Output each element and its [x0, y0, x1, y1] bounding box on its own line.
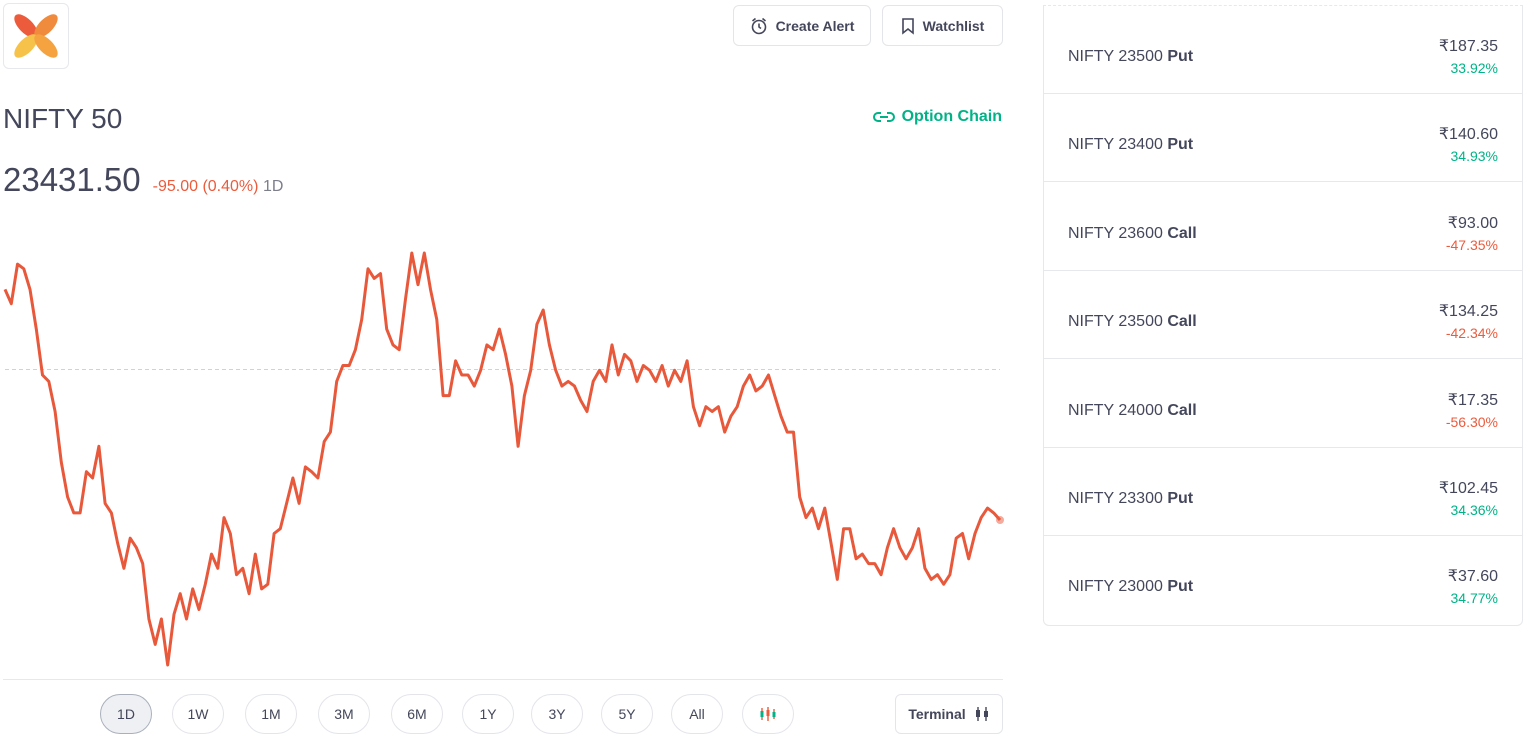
- option-price: ₹17.35: [1447, 391, 1498, 409]
- option-change: 34.93%: [1450, 148, 1498, 165]
- option-strike: NIFTY 24000: [1068, 401, 1163, 419]
- option-chain-link[interactable]: Option Chain: [872, 108, 1002, 126]
- last-point: [996, 516, 1004, 525]
- price-row: 23431.50 -95.00 (0.40%) 1D: [3, 161, 283, 199]
- option-strike: NIFTY 23400: [1068, 136, 1163, 154]
- candle-toggle[interactable]: [742, 694, 794, 734]
- logo-icon: [14, 14, 58, 58]
- option-change: 34.36%: [1450, 502, 1498, 518]
- option-kind: Put: [1167, 490, 1194, 507]
- option-name: NIFTY 23500 Call: [1068, 313, 1197, 331]
- bookmark-icon: [901, 17, 914, 35]
- option-kind: Put: [1167, 136, 1194, 154]
- option-price: ₹93.00: [1447, 214, 1498, 232]
- price-change: -95.00 (0.40%) 1D: [153, 178, 284, 196]
- option-row[interactable]: NIFTY 23500 Put ₹187.35 33.92%: [1044, 6, 1522, 94]
- range-button[interactable]: All: [671, 694, 723, 734]
- price: 23431.50: [3, 161, 141, 198]
- option-row[interactable]: NIFTY 24000 Call ₹17.35 -56.30%: [1044, 360, 1522, 448]
- option-kind: Call: [1167, 401, 1197, 419]
- options-card: [1043, 5, 1523, 626]
- period: 1D: [262, 178, 284, 195]
- terminal-button[interactable]: Terminal: [895, 694, 1003, 734]
- option-name: NIFTY 23300 Put: [1068, 490, 1193, 508]
- range-button[interactable]: 1M: [245, 694, 297, 734]
- change-value: -95.00 (0.40%): [152, 178, 259, 195]
- range-button[interactable]: 3Y: [531, 694, 583, 734]
- button-label: Terminal: [908, 706, 966, 722]
- option-change: 34.77%: [1450, 590, 1498, 607]
- option-kind: Call: [1167, 224, 1197, 242]
- range-button[interactable]: 1D: [100, 694, 152, 734]
- candle-icon: [760, 707, 776, 721]
- instrument-name: NIFTY 50: [3, 103, 123, 134]
- option-name: NIFTY 24000 Call: [1068, 402, 1197, 420]
- option-price: ₹140.60: [1438, 126, 1498, 144]
- logo[interactable]: [3, 3, 69, 69]
- option-change: 33.92%: [1450, 60, 1498, 76]
- create-alert-button[interactable]: Create Alert: [733, 5, 871, 46]
- option-change: -56.30%: [1445, 413, 1498, 430]
- option-row[interactable]: NIFTY 23000 Put ₹37.60 34.77%: [1044, 536, 1522, 624]
- option-name: NIFTY 23500 Put: [1068, 48, 1193, 66]
- button-label: Create Alert: [775, 17, 855, 34]
- option-name: NIFTY 23400 Put: [1068, 136, 1193, 154]
- watchlist-button[interactable]: Watchlist: [882, 5, 1003, 46]
- option-kind: Put: [1167, 578, 1194, 596]
- range-button[interactable]: 1W: [172, 694, 224, 734]
- divider: [3, 679, 1003, 680]
- range-button[interactable]: 5Y: [601, 694, 653, 734]
- option-strike: NIFTY 23600: [1068, 224, 1163, 242]
- link-icon: [872, 112, 895, 122]
- option-kind: Call: [1167, 313, 1197, 331]
- option-row[interactable]: NIFTY 23500 Call ₹134.25 -42.34%: [1044, 271, 1522, 360]
- option-strike: NIFTY 23300: [1068, 490, 1163, 507]
- option-change: -47.35%: [1445, 236, 1498, 253]
- button-label: Watchlist: [922, 17, 985, 34]
- price-line: [3, 251, 1002, 667]
- option-strike: NIFTY 23000: [1068, 578, 1163, 596]
- option-strike: NIFTY 23500: [1068, 48, 1163, 65]
- option-change: -42.34%: [1445, 325, 1498, 342]
- option-name: NIFTY 23600 Call: [1068, 225, 1197, 243]
- price-chart: [3, 251, 1004, 667]
- option-row[interactable]: NIFTY 23600 Call ₹93.00 -47.35%: [1044, 183, 1522, 271]
- option-price: ₹102.45: [1438, 480, 1498, 497]
- option-kind: Put: [1167, 48, 1194, 65]
- option-name: NIFTY 23000 Put: [1068, 578, 1193, 596]
- range-button[interactable]: 1Y: [462, 694, 514, 734]
- terminal-icon: [975, 707, 988, 721]
- range-button[interactable]: 3M: [318, 694, 370, 734]
- option-price: ₹134.25: [1438, 303, 1498, 321]
- option-price: ₹37.60: [1447, 568, 1498, 586]
- option-strike: NIFTY 23500: [1068, 313, 1163, 331]
- option-row[interactable]: NIFTY 23400 Put ₹140.60 34.93%: [1044, 94, 1522, 183]
- option-price: ₹187.35: [1438, 38, 1498, 55]
- range-button[interactable]: 6M: [391, 694, 443, 734]
- option-row[interactable]: NIFTY 23300 Put ₹102.45 34.36%: [1044, 448, 1522, 536]
- alarm-icon: [751, 17, 766, 34]
- link-label: Option Chain: [901, 108, 1002, 125]
